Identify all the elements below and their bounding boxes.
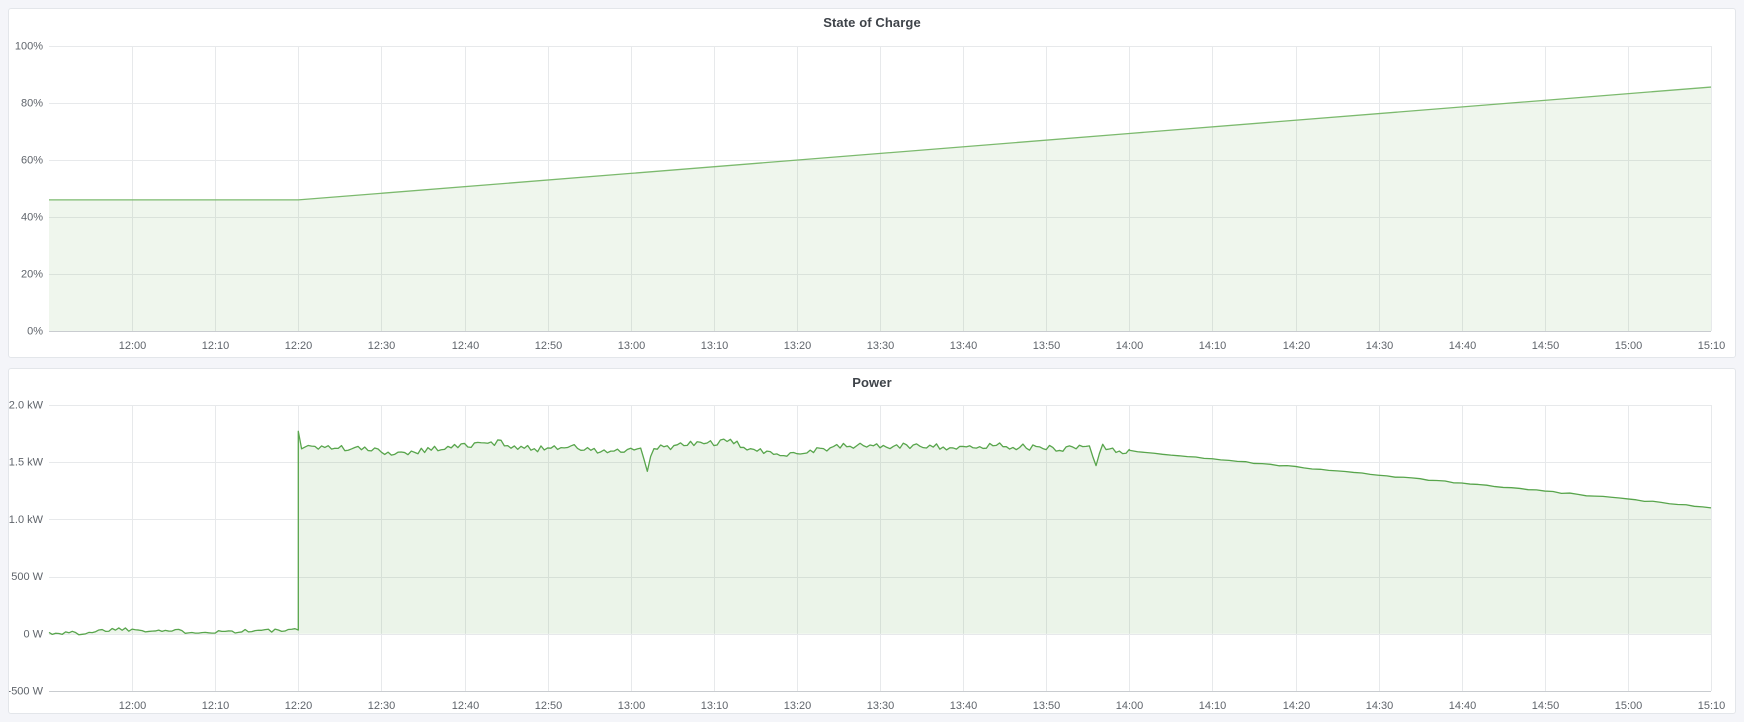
x-tick-label: 13:10 xyxy=(701,700,729,712)
x-axis-labels: 12:00 12:10 12:20 12:30 12:40 12:50 13:00 13:10… xyxy=(119,700,1726,712)
x-tick-label: 13:10 xyxy=(701,340,729,352)
x-tick-label: 14:50 xyxy=(1532,700,1560,712)
x-tick-label: 13:00 xyxy=(618,340,646,352)
y-axis-labels: 2.0 kW 1.5 kW 1.0 kW 500 W 0 W -500 W xyxy=(9,400,44,698)
x-tick-label: 13:40 xyxy=(950,700,978,712)
x-tick-label: 13:50 xyxy=(1033,340,1061,352)
x-tick-label: 14:20 xyxy=(1283,340,1311,352)
y-tick-label: 1.5 kW xyxy=(9,457,44,469)
x-tick-label: 14:20 xyxy=(1283,700,1311,712)
y-tick-label: -500 W xyxy=(9,686,44,698)
panel-state-of-charge: 100% 80% 60% 40% 20% 0% 12:00 12:10 12:20 12:30 12… xyxy=(8,8,1736,358)
x-tick-label: 12:50 xyxy=(535,340,563,352)
panel-title[interactable]: State of Charge xyxy=(823,15,921,30)
x-tick-label: 14:50 xyxy=(1532,340,1560,352)
x-tick-label: 12:20 xyxy=(285,340,313,352)
gridlines xyxy=(49,405,1712,692)
x-tick-label: 12:10 xyxy=(202,340,230,352)
x-tick-label: 15:10 xyxy=(1698,340,1726,352)
y-tick-label: 20% xyxy=(21,269,43,281)
x-tick-label: 14:10 xyxy=(1199,700,1227,712)
x-tick-label: 12:40 xyxy=(452,700,480,712)
x-tick-label: 12:30 xyxy=(368,340,396,352)
series-area xyxy=(49,87,1711,331)
gridlines xyxy=(49,46,1712,332)
soc-chart-area: 100% 80% 60% 40% 20% 0% 12:00 12:10 12:20 12:30 12… xyxy=(9,9,1735,357)
y-axis-labels: 100% 80% 60% 40% 20% 0% xyxy=(15,41,43,338)
x-tick-label: 14:40 xyxy=(1449,700,1477,712)
x-tick-label: 14:10 xyxy=(1199,340,1227,352)
x-axis-labels: 12:00 12:10 12:20 12:30 12:40 12:50 13:00 13:10… xyxy=(119,340,1726,352)
soc-chart-canvas[interactable]: 100%80%60%40%20%0%12:00 12:10 12:20 12:30 12… xyxy=(9,9,1735,357)
x-tick-label: 13:30 xyxy=(867,340,895,352)
x-tick-label: 14:00 xyxy=(1116,340,1144,352)
y-tick-label: 500 W xyxy=(11,571,43,583)
x-tick-label: 15:00 xyxy=(1615,340,1643,352)
y-tick-label: 60% xyxy=(21,155,43,167)
x-tick-label: 12:00 xyxy=(119,340,147,352)
series-line xyxy=(49,86,1712,201)
y-tick-label: 80% xyxy=(21,98,43,110)
x-tick-label: 12:30 xyxy=(368,700,396,712)
y-tick-label: 0% xyxy=(27,326,43,338)
x-tick-label: 14:30 xyxy=(1366,700,1394,712)
x-tick-label: 12:50 xyxy=(535,700,563,712)
x-tick-label: 13:40 xyxy=(950,340,978,352)
x-tick-label: 15:00 xyxy=(1615,700,1643,712)
x-tick-label: 15:10 xyxy=(1698,700,1726,712)
x-tick-label: 12:10 xyxy=(202,700,230,712)
y-tick-label: 0 W xyxy=(23,628,43,640)
x-tick-label: 12:00 xyxy=(119,700,147,712)
x-tick-label: 13:20 xyxy=(784,340,812,352)
x-tick-label: 13:20 xyxy=(784,700,812,712)
x-tick-label: 12:20 xyxy=(285,700,313,712)
x-tick-label: 14:00 xyxy=(1116,700,1144,712)
panel-title[interactable]: Power xyxy=(852,375,892,390)
series-line xyxy=(48,430,1712,636)
x-tick-label: 13:30 xyxy=(867,700,895,712)
y-tick-label: 40% xyxy=(21,212,43,224)
series-area xyxy=(49,431,1711,635)
x-tick-label: 14:30 xyxy=(1366,340,1394,352)
x-tick-label: 13:00 xyxy=(618,700,646,712)
y-tick-label: 2.0 kW xyxy=(9,400,44,412)
x-tick-label: 13:50 xyxy=(1033,700,1061,712)
x-tick-label: 12:40 xyxy=(452,340,480,352)
y-tick-label: 100% xyxy=(15,41,43,53)
x-tick-label: 14:40 xyxy=(1449,340,1477,352)
y-tick-label: 1.0 kW xyxy=(9,514,44,526)
